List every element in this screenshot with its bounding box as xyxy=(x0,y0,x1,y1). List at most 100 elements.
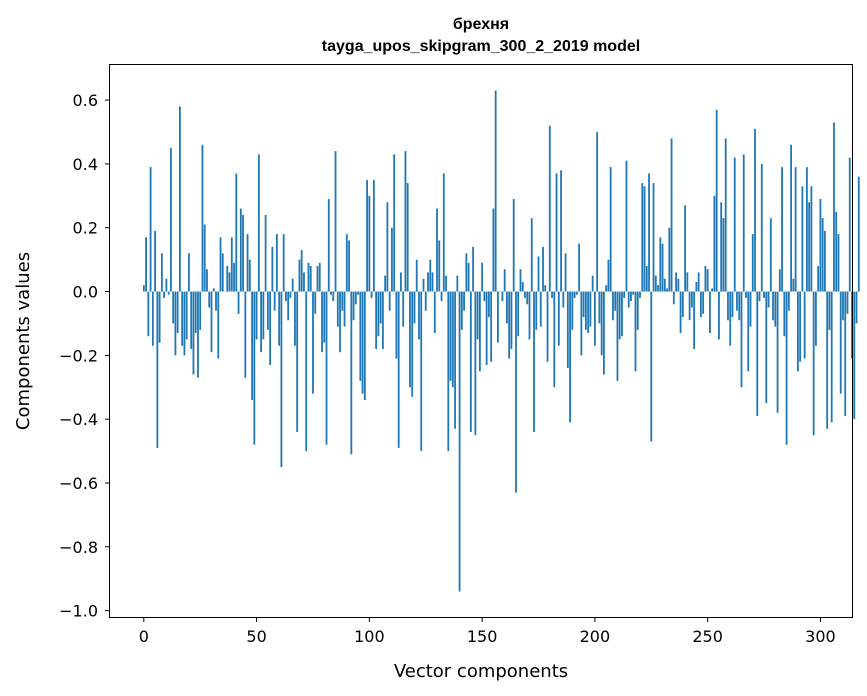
bar xyxy=(501,291,504,302)
bar xyxy=(275,234,278,292)
bar xyxy=(625,160,628,292)
bar xyxy=(589,291,592,327)
bar xyxy=(244,291,247,378)
bar xyxy=(429,259,432,292)
bar xyxy=(801,186,804,292)
bar xyxy=(684,205,686,292)
bar xyxy=(463,291,465,311)
bar xyxy=(179,106,181,292)
bar xyxy=(235,173,238,292)
bar xyxy=(242,214,244,292)
bar xyxy=(156,291,159,448)
bar xyxy=(718,291,720,340)
bar xyxy=(393,154,396,292)
bar xyxy=(188,253,190,292)
bar xyxy=(278,291,281,346)
bar xyxy=(339,291,341,353)
bar xyxy=(645,266,648,292)
bar xyxy=(713,195,716,292)
bar xyxy=(375,291,378,349)
bar xyxy=(215,291,217,311)
bar xyxy=(526,291,529,305)
bar xyxy=(749,291,752,327)
bar xyxy=(217,291,220,359)
x-tick-label: 100 xyxy=(354,627,385,646)
bar xyxy=(756,291,759,416)
bar xyxy=(758,291,761,302)
bar xyxy=(147,291,150,337)
bar xyxy=(445,275,447,292)
bar xyxy=(415,259,418,292)
bar xyxy=(163,291,166,298)
bar xyxy=(515,291,517,493)
bar xyxy=(190,291,193,349)
bar xyxy=(830,291,833,423)
y-tick-label: 0.4 xyxy=(73,155,98,174)
bar xyxy=(427,272,429,292)
y-axis-label: Components values xyxy=(13,252,34,430)
bar xyxy=(273,291,276,311)
bar xyxy=(325,291,328,445)
bar xyxy=(769,218,772,292)
bar xyxy=(706,269,709,292)
bar xyxy=(627,291,630,308)
bar xyxy=(433,291,436,334)
bar xyxy=(787,291,790,311)
bar xyxy=(440,291,443,302)
bar xyxy=(663,278,666,292)
bar xyxy=(418,291,420,340)
bar xyxy=(544,285,547,292)
bar xyxy=(591,275,594,292)
bar xyxy=(409,291,411,388)
bar xyxy=(765,291,768,404)
bar xyxy=(600,291,603,356)
x-tick-label: 150 xyxy=(467,627,498,646)
bar xyxy=(548,125,551,292)
bar xyxy=(303,272,305,292)
bar xyxy=(623,291,626,298)
bar xyxy=(176,291,179,334)
bar xyxy=(359,291,362,381)
bar xyxy=(422,278,425,292)
bar xyxy=(650,291,653,442)
bar xyxy=(251,291,253,401)
bar xyxy=(318,262,321,292)
bar xyxy=(172,291,175,324)
bar xyxy=(167,291,170,295)
bar xyxy=(727,291,729,321)
y-axis: 0.6 0.4 0.2 0.0 −0.2 −0.4 −0.6 −0.8 −1.0 xyxy=(59,91,110,621)
bar xyxy=(336,291,339,327)
bar xyxy=(454,291,456,429)
bar xyxy=(690,291,693,308)
bar xyxy=(287,291,290,321)
bar xyxy=(253,291,256,445)
bar xyxy=(289,291,292,298)
bar xyxy=(616,291,619,381)
bar xyxy=(481,262,484,292)
bar xyxy=(792,278,795,292)
bar xyxy=(492,208,495,292)
bar xyxy=(255,291,258,340)
bar xyxy=(679,291,682,334)
bar xyxy=(677,278,680,292)
bar xyxy=(497,291,499,343)
bar xyxy=(510,291,513,349)
bar xyxy=(555,173,558,292)
bar xyxy=(767,291,770,308)
bar xyxy=(512,199,515,292)
bar xyxy=(621,291,623,337)
bar xyxy=(487,291,490,318)
bar xyxy=(564,253,567,292)
bar xyxy=(699,291,702,318)
bar xyxy=(772,291,774,321)
bar xyxy=(783,291,786,337)
bar xyxy=(672,291,675,305)
bar xyxy=(853,291,856,420)
bar xyxy=(413,291,416,324)
bar xyxy=(781,167,783,292)
bar xyxy=(519,269,522,292)
bar xyxy=(709,291,711,334)
x-tick-label: 300 xyxy=(805,627,836,646)
bar xyxy=(848,157,851,292)
bar xyxy=(751,234,754,292)
